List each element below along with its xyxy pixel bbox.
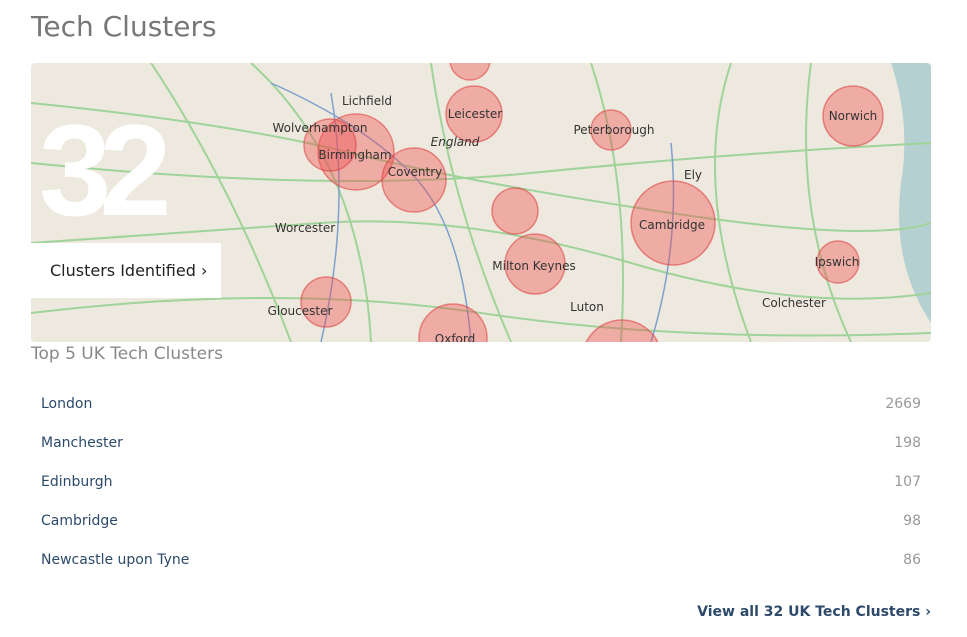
page-title: Tech Clusters [31, 10, 217, 43]
cluster-row[interactable]: Newcastle upon Tyne 86 [31, 542, 931, 581]
motorways [270, 82, 675, 342]
map-label: Ipswich [815, 255, 860, 269]
cluster-name: Cambridge [41, 513, 118, 529]
cluster-count: 86 [903, 552, 921, 568]
list-title: Top 5 UK Tech Clusters [31, 344, 223, 364]
map-label: Oxford [435, 332, 475, 342]
sea [891, 63, 931, 323]
cluster-count: 98 [903, 513, 921, 529]
map-label: Peterborough [573, 123, 654, 137]
map-label: Gloucester [268, 304, 333, 318]
map-label: Cambridge [639, 218, 705, 232]
view-all-link[interactable]: View all 32 UK Tech Clusters › [697, 604, 931, 620]
cluster-circles [300, 63, 884, 342]
map-label: Lichfield [342, 94, 392, 108]
map-label: Ely [684, 168, 702, 182]
roads [31, 63, 931, 342]
cluster-row[interactable]: London 2669 [31, 386, 931, 425]
cluster-name: Newcastle upon Tyne [41, 552, 190, 568]
map-panel[interactable]: Lichfield Wolverhampton Leicester Birmingha… [31, 63, 931, 342]
map: Lichfield Wolverhampton Leicester Birmingha… [31, 63, 931, 342]
map-label: Birmingham [318, 148, 391, 162]
map-label: Luton [570, 300, 604, 314]
cluster-count: 198 [894, 435, 921, 451]
cluster-count: 32 [39, 97, 172, 243]
map-label: Worcester [275, 221, 335, 235]
cluster-count: 107 [894, 474, 921, 490]
map-label: Leicester [448, 107, 503, 121]
cluster-name: Edinburgh [41, 474, 113, 490]
map-label: Norwich [829, 109, 878, 123]
map-label: Milton Keynes [492, 259, 575, 273]
clusters-link[interactable]: Clusters Identified › [31, 243, 221, 298]
map-label: Colchester [762, 296, 826, 310]
map-label: Coventry [388, 165, 443, 179]
map-label: Wolverhampton [273, 121, 368, 135]
map-label: England [431, 135, 480, 149]
cluster-row[interactable]: Manchester 198 [31, 425, 931, 464]
cluster-name: Manchester [41, 435, 123, 451]
cluster-row[interactable]: Edinburgh 107 [31, 464, 931, 503]
cluster-row[interactable]: Cambridge 98 [31, 503, 931, 542]
cluster-count: 2669 [885, 396, 921, 412]
cluster-name: London [41, 396, 93, 412]
